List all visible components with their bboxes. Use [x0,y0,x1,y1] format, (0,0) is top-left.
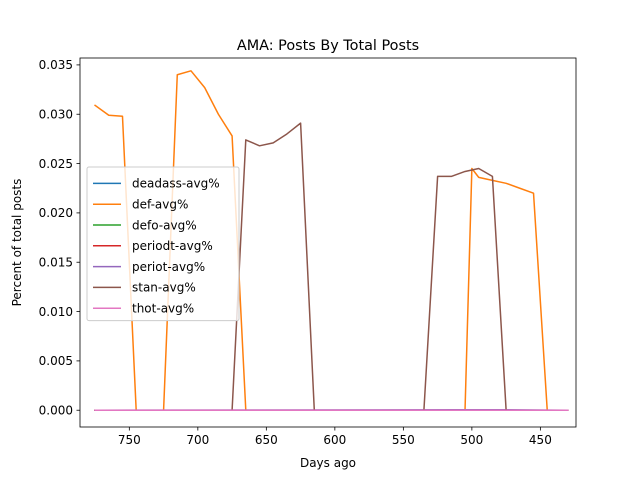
y-tick-label: 0.035 [39,58,73,72]
legend-entry: periot-avg% [132,260,205,274]
x-tick-label: 450 [529,433,552,447]
legend-entry: defo-avg% [132,218,197,232]
x-tick-label: 650 [255,433,278,447]
x-tick-label: 500 [460,433,483,447]
y-axis: 0.000 0.005 0.010 0.015 0.020 0.025 0.030 0.035 [39,58,80,418]
x-tick-label: 600 [323,433,346,447]
x-axis: 750 700 650 600 550 500 450 [118,427,552,447]
x-tick-label: 700 [186,433,209,447]
y-tick-label: 0.020 [39,206,73,220]
legend-entry: stan-avg% [132,281,196,295]
legend-box [86,166,240,322]
plot-frame [79,57,577,428]
y-tick-label: 0.010 [39,305,73,319]
x-axis-label: Days ago [300,456,356,470]
y-tick-label: 0.015 [39,256,73,270]
legend-entry: thot-avg% [132,302,194,316]
legend: deadass-avg% def-avg% defo-avg% periodt-avg… [86,166,240,322]
y-axis-label: Percent of total posts [10,179,24,307]
chart-title: AMA: Posts By Total Posts [237,38,419,54]
legend-entry: def-avg% [132,198,188,212]
y-tick-label: 0.030 [39,108,73,122]
x-tick-label: 550 [392,433,415,447]
y-tick-label: 0.025 [39,157,73,171]
x-tick-label: 750 [118,433,141,447]
y-tick-label: 0.000 [39,404,73,418]
y-tick-label: 0.005 [39,354,73,368]
legend-entry: deadass-avg% [132,177,220,191]
legend-entry: periodt-avg% [132,239,213,253]
